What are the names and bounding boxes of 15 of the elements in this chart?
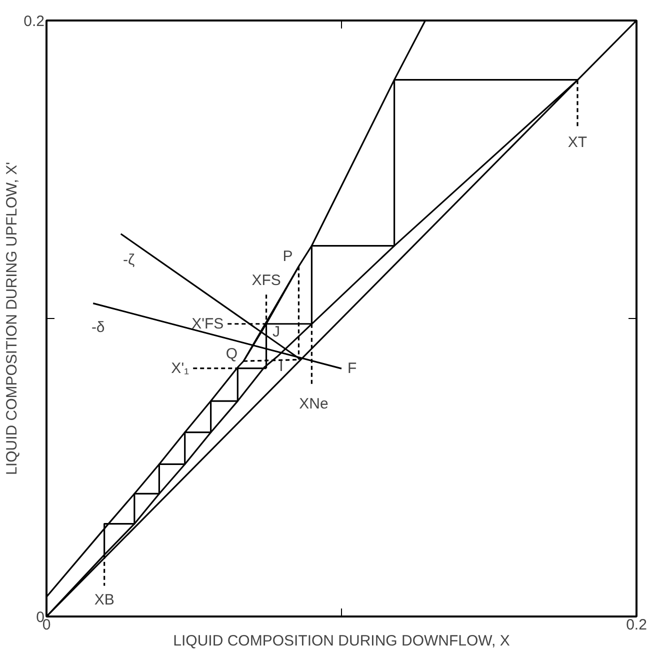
annotation: X'₁	[171, 360, 190, 377]
annotation: XFS	[252, 272, 281, 290]
x-axis-title: LIQUID COMPOSITION DURING DOWNFLOW, X	[173, 632, 510, 650]
annotation: I	[279, 358, 284, 376]
annotation: -δ	[91, 318, 105, 336]
y-axis-title: LIQUID COMPOSITION DURING UPFLOW, X'	[4, 162, 21, 475]
annotation: XB	[94, 591, 114, 608]
annotation: J	[272, 323, 280, 340]
annotation: XT	[568, 134, 588, 151]
annotation: X'FS	[192, 315, 224, 332]
annotation: P	[282, 248, 293, 265]
annotation: Q	[226, 346, 238, 363]
annotation: XNe	[299, 396, 328, 413]
annotation: -ζ	[123, 251, 136, 268]
annotation: F	[348, 360, 357, 378]
